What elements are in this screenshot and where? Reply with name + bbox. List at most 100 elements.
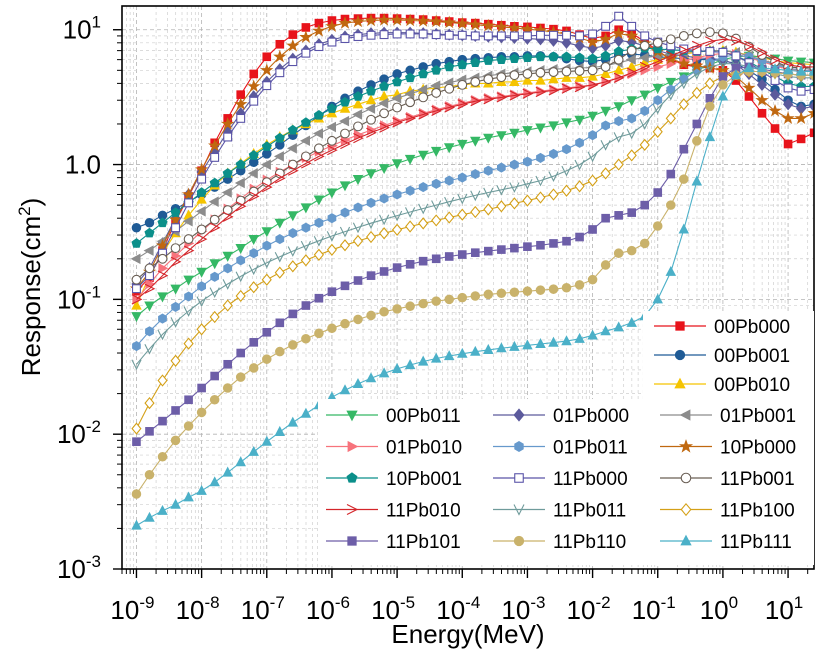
data-point (444, 30, 454, 40)
data-point (587, 274, 598, 285)
data-point (262, 240, 272, 251)
data-point (535, 74, 546, 85)
data-point (235, 201, 247, 212)
data-point (236, 113, 246, 123)
data-point (249, 69, 259, 79)
data-point (171, 406, 180, 415)
data-point (379, 267, 389, 276)
data-point (718, 80, 728, 90)
data-point (313, 235, 324, 247)
data-point (235, 159, 246, 169)
data-point (144, 217, 155, 228)
data-point (327, 323, 337, 334)
data-point (691, 175, 703, 186)
data-point (548, 121, 559, 132)
data-point (247, 79, 261, 92)
legend-label: 10Pb001 (386, 469, 462, 490)
data-point (196, 234, 208, 245)
x-tick-base: 10 (176, 595, 205, 625)
data-point (249, 338, 259, 347)
data-point (235, 289, 246, 303)
data-point (483, 187, 494, 199)
data-point (339, 102, 351, 113)
data-point (338, 16, 352, 29)
data-point (262, 327, 272, 337)
legend-entry-11Pb001: 11Pb001 (660, 469, 795, 490)
data-point (468, 17, 482, 31)
data-point (352, 222, 364, 234)
data-point (417, 150, 429, 161)
data-point (209, 310, 220, 324)
data-point (587, 174, 598, 187)
data-point (275, 234, 285, 245)
x-tick-label: 101 (765, 593, 803, 625)
data-point (300, 117, 311, 127)
data-point (691, 86, 702, 100)
data-point (808, 100, 814, 113)
x-tick-base: 10 (567, 595, 596, 625)
data-point (665, 50, 677, 61)
series-11Pb110 (131, 66, 814, 499)
data-point (262, 81, 272, 91)
data-point (326, 231, 337, 242)
data-point (599, 32, 613, 45)
data-point (678, 223, 690, 234)
data-point (690, 58, 704, 72)
data-point (808, 65, 814, 76)
data-point (144, 469, 155, 480)
data-point (391, 223, 403, 236)
data-point (314, 293, 324, 303)
data-point (405, 259, 415, 269)
data-point (404, 359, 416, 370)
legend-label: 01Pb001 (720, 406, 796, 427)
data-point (313, 195, 325, 206)
data-point (481, 18, 495, 32)
data-point (483, 74, 494, 85)
y-tick-exponent: -3 (86, 552, 101, 571)
data-point (783, 83, 793, 93)
data-point (275, 39, 285, 49)
legend-marker (346, 472, 358, 483)
data-point (418, 68, 429, 79)
x-tick-label: 10-7 (241, 593, 285, 625)
data-point (600, 106, 611, 117)
data-point (183, 275, 194, 286)
data-point (313, 110, 324, 120)
data-point (312, 23, 326, 37)
data-point (170, 317, 181, 328)
x-tick-base: 10 (632, 595, 661, 625)
data-point (496, 31, 506, 41)
data-point (614, 211, 623, 220)
data-point (626, 149, 637, 162)
data-point (640, 200, 650, 210)
data-point (561, 165, 572, 177)
data-point (587, 65, 598, 76)
data-point (210, 152, 220, 162)
legend-marker (346, 504, 359, 515)
data-point (249, 248, 259, 259)
data-point (353, 314, 363, 325)
data-point (366, 114, 376, 125)
data-point (273, 151, 284, 162)
data-point (404, 154, 416, 165)
data-point (273, 49, 287, 63)
data-point (548, 336, 559, 347)
data-point (287, 246, 298, 257)
data-point (743, 62, 755, 73)
data-point (509, 70, 520, 81)
data-point (352, 109, 363, 120)
y-tick-base: 10 (63, 15, 92, 45)
data-point (731, 35, 742, 46)
data-point (509, 340, 520, 351)
x-tick-base: 10 (306, 595, 335, 625)
data-point (444, 196, 455, 208)
legend-label: 11Pb111 (720, 532, 792, 553)
legend-marker (347, 536, 357, 546)
data-point (795, 65, 807, 76)
data-point (470, 31, 480, 41)
data-point (379, 306, 389, 317)
data-point (261, 257, 272, 269)
data-point (221, 116, 235, 130)
data-point (130, 253, 141, 265)
data-point (209, 222, 221, 233)
